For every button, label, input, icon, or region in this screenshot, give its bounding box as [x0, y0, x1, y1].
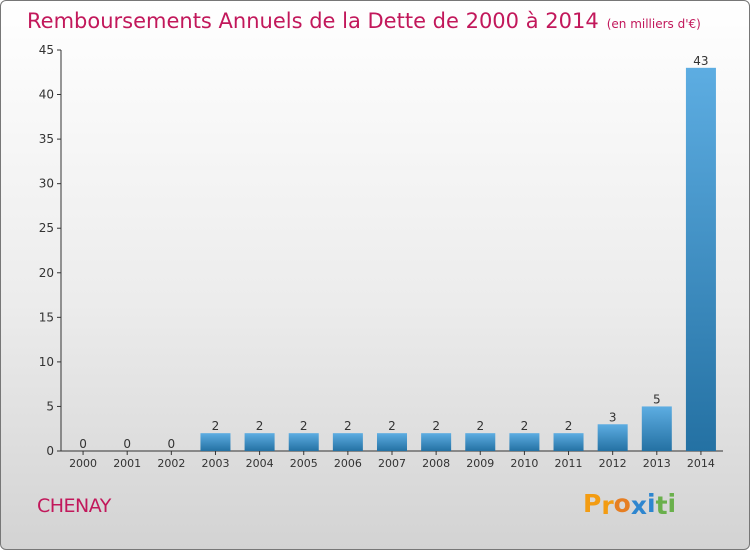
- y-tick-label: 25: [39, 221, 54, 235]
- y-tick-label: 5: [46, 399, 54, 413]
- data-label: 0: [123, 437, 131, 451]
- bar: [244, 433, 275, 451]
- y-tick-label: 20: [39, 266, 54, 280]
- x-tick-label: 2009: [466, 457, 494, 470]
- y-tick-label: 45: [39, 43, 54, 57]
- data-label: 43: [693, 54, 708, 68]
- bar: [200, 433, 231, 451]
- x-tick-label: 2014: [687, 457, 715, 470]
- y-tick-label: 0: [46, 444, 54, 458]
- data-label: 2: [521, 419, 529, 433]
- bar: [288, 433, 319, 451]
- bar: [553, 433, 584, 451]
- x-tick-label: 2002: [157, 457, 185, 470]
- logo-letter: r: [601, 491, 614, 520]
- chart-unit-note: (en milliers d'€): [606, 17, 701, 31]
- bar: [376, 433, 408, 451]
- bar: [641, 406, 672, 451]
- x-tick-label: 2003: [201, 457, 229, 470]
- logo-letter: o: [613, 489, 631, 518]
- x-tick-label: 2012: [599, 457, 627, 470]
- data-label: 0: [79, 437, 87, 451]
- x-tick-label: 2000: [69, 457, 97, 470]
- x-tick-label: 2005: [290, 457, 318, 470]
- data-label: 2: [565, 419, 573, 433]
- logo-letter: P: [583, 489, 602, 518]
- bar: [597, 424, 628, 451]
- y-tick-label: 40: [39, 88, 54, 102]
- y-tick-label: 15: [39, 310, 54, 324]
- data-label: 3: [609, 410, 617, 424]
- chart-title-text: Remboursements Annuels de la Dette de 20…: [27, 9, 599, 33]
- logo-letter: t: [655, 491, 668, 520]
- data-label: 2: [432, 419, 440, 433]
- data-label: 2: [388, 419, 396, 433]
- logo-letter: x: [630, 491, 647, 520]
- x-tick-label: 2004: [246, 457, 274, 470]
- proxiti-logo: Proxiti: [583, 489, 677, 520]
- x-tick-label: 2013: [643, 457, 671, 470]
- data-label: 2: [476, 419, 484, 433]
- data-label: 2: [300, 419, 308, 433]
- data-label: 5: [653, 392, 661, 406]
- x-tick-label: 2008: [422, 457, 450, 470]
- y-tick-label: 10: [39, 355, 54, 369]
- x-tick-label: 2011: [555, 457, 583, 470]
- logo-letter: i: [667, 489, 677, 518]
- bar: [685, 67, 716, 452]
- bar: [465, 433, 496, 451]
- data-label: 2: [256, 419, 264, 433]
- logo-letter: i: [647, 489, 656, 518]
- y-tick-label: 30: [39, 177, 54, 191]
- bar: [332, 433, 363, 451]
- y-tick-label: 35: [39, 132, 54, 146]
- chart-title: Remboursements Annuels de la Dette de 20…: [27, 9, 701, 33]
- bar: [421, 433, 452, 451]
- x-tick-label: 2001: [113, 457, 141, 470]
- bar: [509, 433, 540, 451]
- data-label: 2: [212, 419, 220, 433]
- data-label: 0: [168, 437, 176, 451]
- x-tick-label: 2007: [378, 457, 406, 470]
- x-tick-label: 2010: [510, 457, 538, 470]
- town-name: CHENAY: [37, 495, 111, 517]
- x-tick-label: 2006: [334, 457, 362, 470]
- data-label: 2: [344, 419, 352, 433]
